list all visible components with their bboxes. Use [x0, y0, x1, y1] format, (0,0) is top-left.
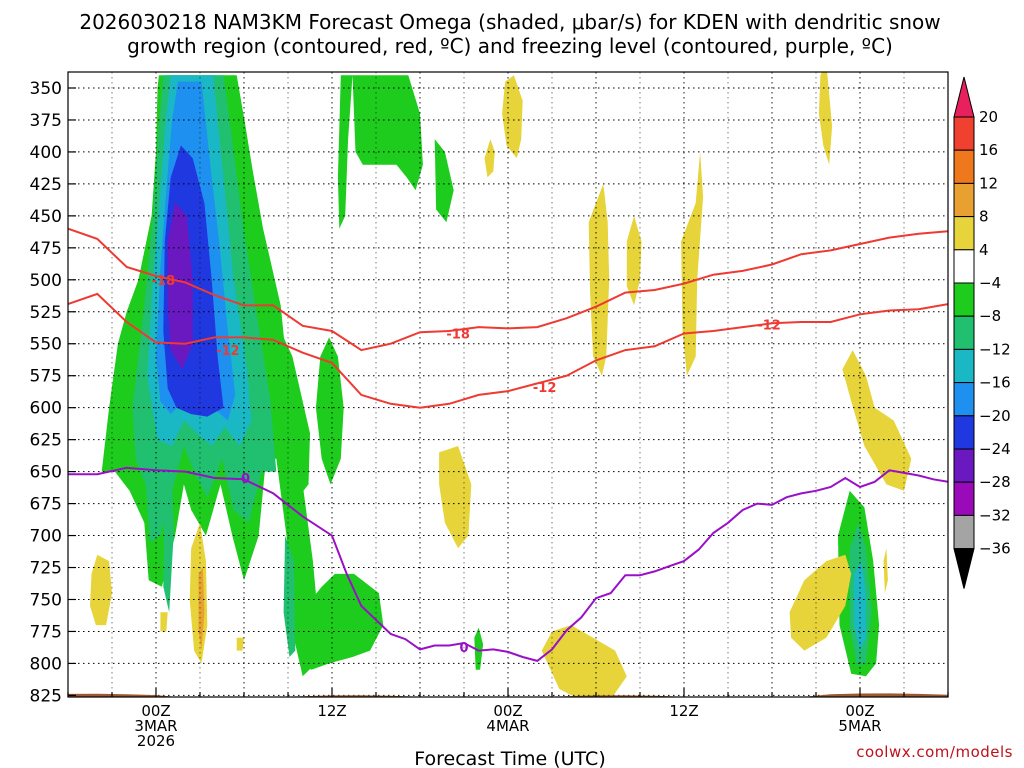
colorbar-label: −8	[979, 307, 1001, 325]
y-tick-label-775: 775	[30, 622, 62, 642]
x-tick-label: 00Z	[493, 702, 522, 720]
colorbar-top-arrow	[953, 76, 975, 118]
y-tick-label-525: 525	[30, 303, 62, 323]
x-tick-label: 2026	[137, 732, 175, 750]
y-tick-label-575: 575	[30, 367, 62, 387]
y-tick-label-725: 725	[30, 559, 62, 579]
y-tick-label-350: 350	[30, 79, 62, 99]
colorbar-swatch	[953, 282, 975, 317]
colorbar-label: 20	[979, 108, 998, 126]
colorbar-label: −12	[979, 340, 1011, 358]
y-tick-label-600: 600	[30, 399, 62, 419]
contour-label-0-b: 0	[459, 641, 468, 656]
y-tick-label-475: 475	[30, 239, 62, 259]
omega-region-mid-green-tongue2	[315, 337, 344, 485]
omega-region-pos-bottom-center	[541, 625, 627, 697]
y-tick-label-400: 400	[30, 143, 62, 163]
colorbar-swatch	[953, 216, 975, 251]
omega-region-upper-green-tongue	[434, 139, 454, 223]
y-tick-label-500: 500	[30, 271, 62, 291]
y-tick-label-650: 650	[30, 463, 62, 483]
chart-title-line2: growth region (contoured, red, ºC) and f…	[127, 34, 893, 58]
x-tick-label: 3MAR	[134, 717, 177, 735]
y-tick-label-375: 375	[30, 111, 62, 131]
y-tick-label-425: 425	[30, 175, 62, 195]
colorbar-bottom-arrow	[953, 548, 975, 589]
y-tick-label-750: 750	[30, 590, 62, 610]
colorbar-swatch	[953, 448, 975, 483]
y-tick-label-550: 550	[30, 335, 62, 355]
omega-region-pos-mid-band-b	[626, 215, 642, 306]
colorbar-label: 4	[979, 241, 989, 259]
omega-region-low-teal-streak2	[283, 535, 296, 657]
colorbar-swatch	[953, 481, 975, 516]
omega-region-pos-right-upper	[842, 350, 912, 491]
y-tick-label-675: 675	[30, 495, 62, 515]
colorbar-label: −16	[979, 374, 1011, 392]
omega-region-pos-left-small	[160, 612, 168, 632]
colorbar-label: −32	[979, 506, 1011, 524]
omega-region-pos-left-tongue	[484, 139, 495, 178]
omega-region-low-green-lump	[296, 573, 384, 670]
colorbar-label: 12	[979, 174, 998, 192]
contour-label-0-a: 0	[241, 472, 250, 487]
colorbar-label: 8	[979, 208, 989, 226]
colorbar-swatch	[953, 514, 975, 550]
colorbar-swatch	[953, 315, 975, 350]
colorbar-swatch	[953, 149, 975, 184]
x-axis-label: Forecast Time (UTC)	[414, 748, 605, 768]
dgz-contour--18	[68, 227, 948, 352]
colorbar-swatch	[953, 249, 975, 284]
colorbar-swatch	[953, 382, 975, 417]
contour-label-m12-a: -12	[216, 344, 240, 359]
freezing-level-contour	[68, 466, 948, 662]
y-tick-label-700: 700	[30, 527, 62, 547]
contour-label-m18-b: -18	[446, 328, 470, 343]
colorbar-label: −24	[979, 440, 1011, 458]
contour-label-m18-a: -18	[152, 274, 176, 289]
colorbar-label: 16	[979, 141, 998, 159]
y-tick-label-825: 825	[30, 686, 62, 706]
x-tick-label: 4MAR	[486, 717, 529, 735]
credit-text: coolwx.com/models	[856, 743, 1013, 761]
x-tick-label: 00Z	[845, 702, 874, 720]
colorbar-swatch	[953, 348, 975, 384]
colorbar-label: −20	[979, 407, 1011, 425]
omega-region-pos-right-lower	[789, 554, 852, 651]
x-tick-label: 12Z	[669, 702, 698, 720]
colorbar-label: −28	[979, 473, 1011, 491]
omega-region-pos-far-right-sliver	[818, 72, 833, 165]
omega-region-pos-top-right-blob	[502, 75, 523, 159]
dgz-contour--12	[68, 292, 948, 409]
omega-region-main-descent-purple	[167, 203, 193, 370]
colorbar-label: −36	[979, 540, 1011, 558]
y-tick-label-450: 450	[30, 207, 62, 227]
colorbar-swatch	[953, 116, 975, 151]
chart-title-line1: 2026030218 NAM3KM Forecast Omega (shaded…	[79, 10, 940, 34]
y-tick-label-625: 625	[30, 431, 62, 451]
omega-region-mid-green-tongue	[274, 337, 310, 498]
omega-region-pos-mid-band-c	[681, 151, 704, 376]
omega-region-right-cyan-lower	[854, 561, 866, 651]
colorbar-swatch	[953, 415, 975, 450]
omega-region-low-green-needle	[474, 627, 484, 670]
x-tick-label: 5MAR	[838, 717, 881, 735]
omega-region-pos-left-small2	[236, 637, 244, 651]
colorbar-swatch	[953, 182, 975, 218]
omega-region-upper-green-plume	[352, 75, 423, 191]
contour-label-m12-c: -12	[757, 319, 781, 334]
colorbar-label: −4	[979, 274, 1001, 292]
x-tick-label: 12Z	[317, 702, 346, 720]
x-tick-label: 00Z	[141, 702, 170, 720]
omega-region-pos-right-needle	[883, 548, 888, 594]
omega-region-pos-left-blob-a	[90, 554, 112, 626]
omega-region-upper-green-strip	[337, 75, 353, 229]
contour-label-m12-b: -12	[533, 381, 557, 396]
y-tick-label-800: 800	[30, 654, 62, 674]
